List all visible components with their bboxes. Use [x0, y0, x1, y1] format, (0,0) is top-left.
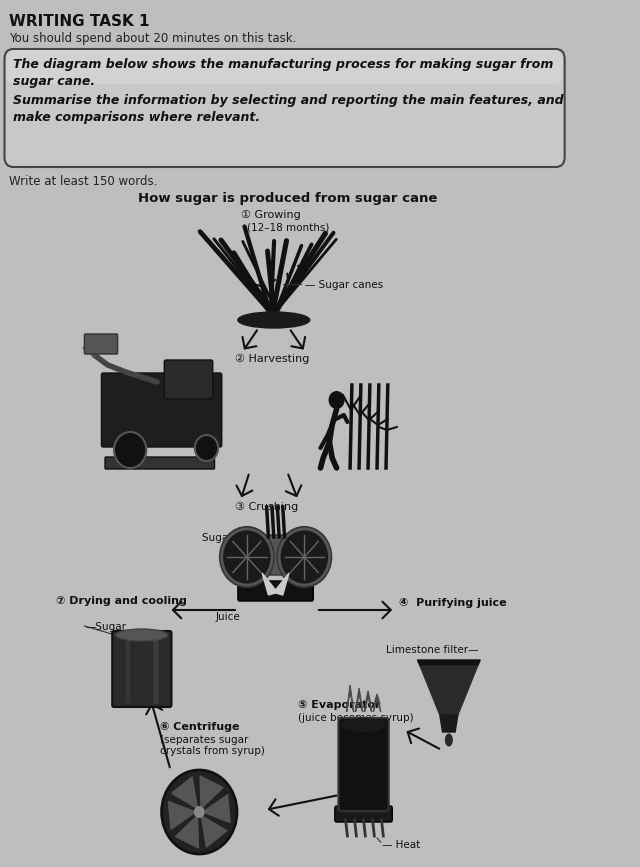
Text: How sugar is produced from sugar cane: How sugar is produced from sugar cane [138, 192, 437, 205]
FancyBboxPatch shape [6, 50, 563, 84]
Text: make comparisons where relevant.: make comparisons where relevant. [13, 111, 260, 124]
Text: ⑤ Evaporator: ⑤ Evaporator [298, 700, 381, 710]
Circle shape [195, 435, 218, 461]
Polygon shape [175, 816, 198, 848]
Ellipse shape [445, 733, 453, 746]
Text: ⑥ Centrifuge: ⑥ Centrifuge [160, 722, 239, 732]
FancyBboxPatch shape [112, 631, 172, 707]
Text: — Heat: — Heat [381, 840, 420, 850]
Circle shape [277, 527, 332, 587]
Polygon shape [355, 688, 363, 712]
Text: (juice becomes syrup): (juice becomes syrup) [298, 713, 413, 723]
Text: (12–18 months): (12–18 months) [247, 222, 329, 232]
Text: (separates sugar: (separates sugar [160, 735, 248, 745]
Ellipse shape [116, 629, 168, 641]
Circle shape [328, 391, 345, 409]
Ellipse shape [238, 312, 310, 328]
Text: Summarise the information by selecting and reporting the main features, and: Summarise the information by selecting a… [13, 94, 563, 107]
FancyBboxPatch shape [105, 457, 214, 469]
Polygon shape [168, 801, 196, 829]
Polygon shape [262, 573, 289, 595]
FancyBboxPatch shape [339, 718, 388, 811]
Text: ④  Purifying juice: ④ Purifying juice [399, 598, 507, 608]
Polygon shape [346, 685, 354, 712]
FancyBboxPatch shape [84, 334, 118, 354]
Text: Sugar canes —: Sugar canes — [202, 533, 280, 543]
Ellipse shape [341, 718, 386, 732]
Text: ③ Crushing: ③ Crushing [235, 502, 298, 512]
FancyBboxPatch shape [258, 535, 294, 575]
Polygon shape [172, 777, 198, 809]
Circle shape [194, 806, 205, 818]
Text: Juice: Juice [216, 612, 240, 622]
Text: sugar cane.: sugar cane. [13, 75, 95, 88]
FancyBboxPatch shape [335, 806, 392, 822]
Polygon shape [364, 691, 372, 712]
FancyBboxPatch shape [164, 360, 212, 399]
Text: You should spend about 20 minutes on this task.: You should spend about 20 minutes on thi… [9, 32, 296, 45]
Polygon shape [200, 776, 223, 809]
Text: — Sugar canes: — Sugar canes [305, 280, 383, 290]
Text: ② Harvesting: ② Harvesting [235, 354, 310, 364]
Text: —Sugar: —Sugar [85, 622, 126, 632]
Polygon shape [417, 660, 480, 666]
Text: ⑦ Drying and cooling: ⑦ Drying and cooling [56, 596, 186, 606]
Text: The diagram below shows the manufacturing process for making sugar from: The diagram below shows the manufacturin… [13, 58, 553, 71]
Text: Limestone filter—: Limestone filter— [386, 645, 479, 655]
Polygon shape [374, 694, 381, 712]
Circle shape [114, 432, 147, 468]
FancyBboxPatch shape [4, 49, 564, 167]
Text: ① Growing: ① Growing [241, 210, 300, 220]
Polygon shape [203, 795, 230, 823]
Text: crystals from syrup): crystals from syrup) [160, 746, 265, 756]
Polygon shape [420, 666, 477, 715]
Polygon shape [201, 816, 227, 847]
Text: Write at least 150 words.: Write at least 150 words. [9, 175, 157, 188]
Text: WRITING TASK 1: WRITING TASK 1 [9, 14, 150, 29]
Circle shape [220, 527, 274, 587]
FancyBboxPatch shape [101, 373, 221, 447]
Circle shape [161, 770, 237, 854]
Polygon shape [440, 715, 458, 732]
FancyBboxPatch shape [238, 581, 314, 601]
